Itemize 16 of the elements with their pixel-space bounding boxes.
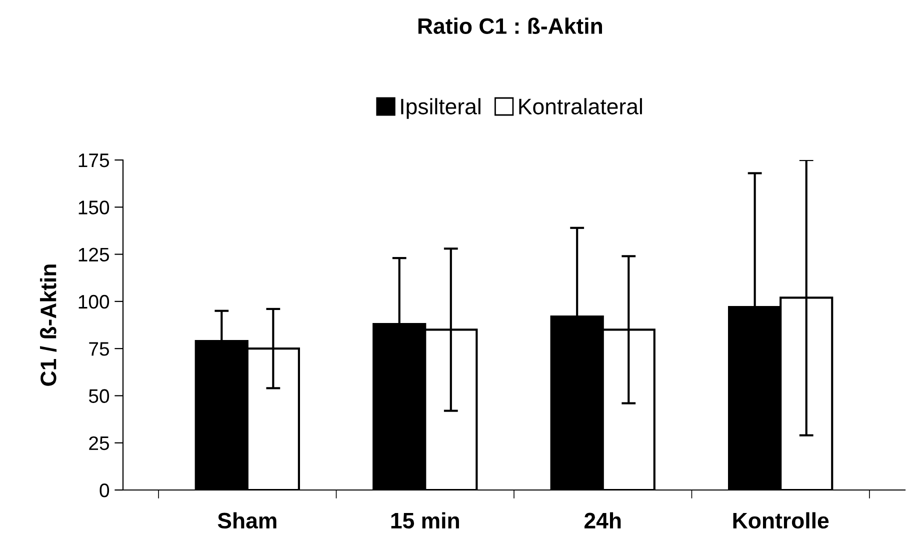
y-tick-label: 50 <box>88 389 110 403</box>
y-axis-title: C1 / ß-Aktin <box>40 264 57 386</box>
y-tick-label: 25 <box>89 436 109 450</box>
x-tick-label: Sham <box>218 512 276 529</box>
y-tick-label: 175 <box>78 154 109 168</box>
y-tick-label: 125 <box>78 248 109 262</box>
legend-label: Ipsilteral <box>401 98 480 119</box>
y-tick-label: 0 <box>100 483 110 498</box>
y-tick-label: 75 <box>89 342 109 356</box>
y-tick-label: 150 <box>78 200 110 214</box>
x-tick-label: Kontrolle <box>733 512 829 529</box>
x-tick-label: 24h <box>584 512 621 528</box>
y-tick-label: 100 <box>78 294 110 309</box>
x-tick-label: 15 min <box>391 512 459 529</box>
chart-title: Ratio C1 : ß-Aktin <box>418 18 602 34</box>
legend-label: Kontralateral <box>519 98 642 114</box>
